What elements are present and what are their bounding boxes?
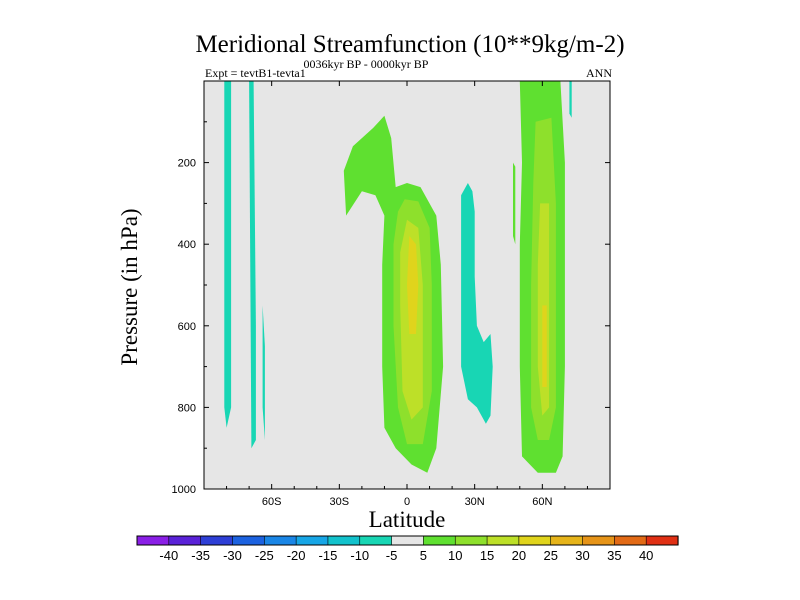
contour-north-70n-negative-sliver <box>569 81 572 118</box>
y-tick-label: 200 <box>178 158 196 170</box>
colorbar-swatch <box>295 535 329 546</box>
colorbar-swatch <box>263 535 297 546</box>
colorbar-label: 30 <box>575 548 589 563</box>
season-label: ANN <box>586 66 612 80</box>
colorbar-swatch <box>423 535 456 546</box>
colorbar-label: -15 <box>319 548 338 563</box>
colorbar-label: -20 <box>287 548 306 563</box>
colorbar-label: -35 <box>191 548 210 563</box>
colorbar-label: -40 <box>159 548 178 563</box>
colorbar-swatch <box>582 535 615 546</box>
x-tick-label: 60N <box>532 496 552 508</box>
contour-tropical-negative-cell <box>461 183 493 424</box>
x-tick-label: 0 <box>404 496 410 508</box>
colorbar-swatch <box>136 535 170 546</box>
subtitle: 0036kyr BP - 0000kyr BP <box>304 57 429 71</box>
y-tick-label: 400 <box>178 239 196 251</box>
colorbar-label: -25 <box>255 548 274 563</box>
colorbar-swatch <box>614 535 647 546</box>
contour-northern-ferrel-core <box>542 305 547 387</box>
colorbar-label: 5 <box>420 548 427 563</box>
contour-south-polar-negative-band <box>224 81 232 428</box>
left-label: Expt = tevtB1-tevta1 <box>205 66 306 80</box>
chart-title: Meridional Streamfunction (10**9kg/m-2) <box>195 31 624 58</box>
colorbar-swatch <box>550 535 584 546</box>
y-axis-label: Pressure (in hPa) <box>117 208 142 365</box>
x-tick-label: 60S <box>262 496 282 508</box>
y-tick-label: 800 <box>178 402 196 414</box>
colorbar-label: -10 <box>350 548 369 563</box>
contour-south-60s-negative-band <box>249 81 256 449</box>
colorbar-swatch <box>391 535 425 546</box>
colorbar-swatch <box>359 535 393 546</box>
colorbar-swatch <box>327 535 361 546</box>
contour-regions <box>224 81 572 473</box>
x-tick-label: 30N <box>465 496 485 508</box>
x-axis-label: Latitude <box>369 507 446 532</box>
colorbar-label: 20 <box>512 548 526 563</box>
y-tick-label: 600 <box>178 321 196 333</box>
colorbar-swatch <box>200 535 234 546</box>
contour-north-48n-positive-sliver <box>513 162 516 245</box>
colorbar: -40 -35 -30 -25 -20 -15 -10 -5 5 10 15 20 25 30 35 40 <box>136 535 679 563</box>
y-tick-label: 1000 <box>172 484 196 496</box>
contour-south-62s-negative-sliver <box>262 305 265 440</box>
colorbar-swatch <box>168 535 202 546</box>
colorbar-frame <box>136 535 679 546</box>
colorbar-label: 40 <box>639 548 653 563</box>
y-axis-ticks: 200 400 600 800 1000 <box>172 121 610 496</box>
colorbar-label: -5 <box>386 548 398 563</box>
colorbar-swatch <box>454 535 488 546</box>
colorbar-label: 25 <box>543 548 557 563</box>
colorbar-swatch <box>645 535 679 546</box>
contour-southern-hadley-core <box>407 236 419 334</box>
x-tick-label: 30S <box>330 496 350 508</box>
colorbar-label: 35 <box>607 548 621 563</box>
colorbar-swatch <box>232 535 265 546</box>
colorbar-swatch <box>486 535 520 546</box>
colorbar-swatch <box>518 535 552 546</box>
colorbar-label: 10 <box>448 548 462 563</box>
colorbar-label: -30 <box>223 548 242 563</box>
plot-area: 60S 30S 0 30N 60N 200 400 600 800 1000 <box>172 80 611 508</box>
colorbar-label: 15 <box>480 548 494 563</box>
x-axis-ticks: 60S 30S 0 30N 60N <box>226 81 588 508</box>
